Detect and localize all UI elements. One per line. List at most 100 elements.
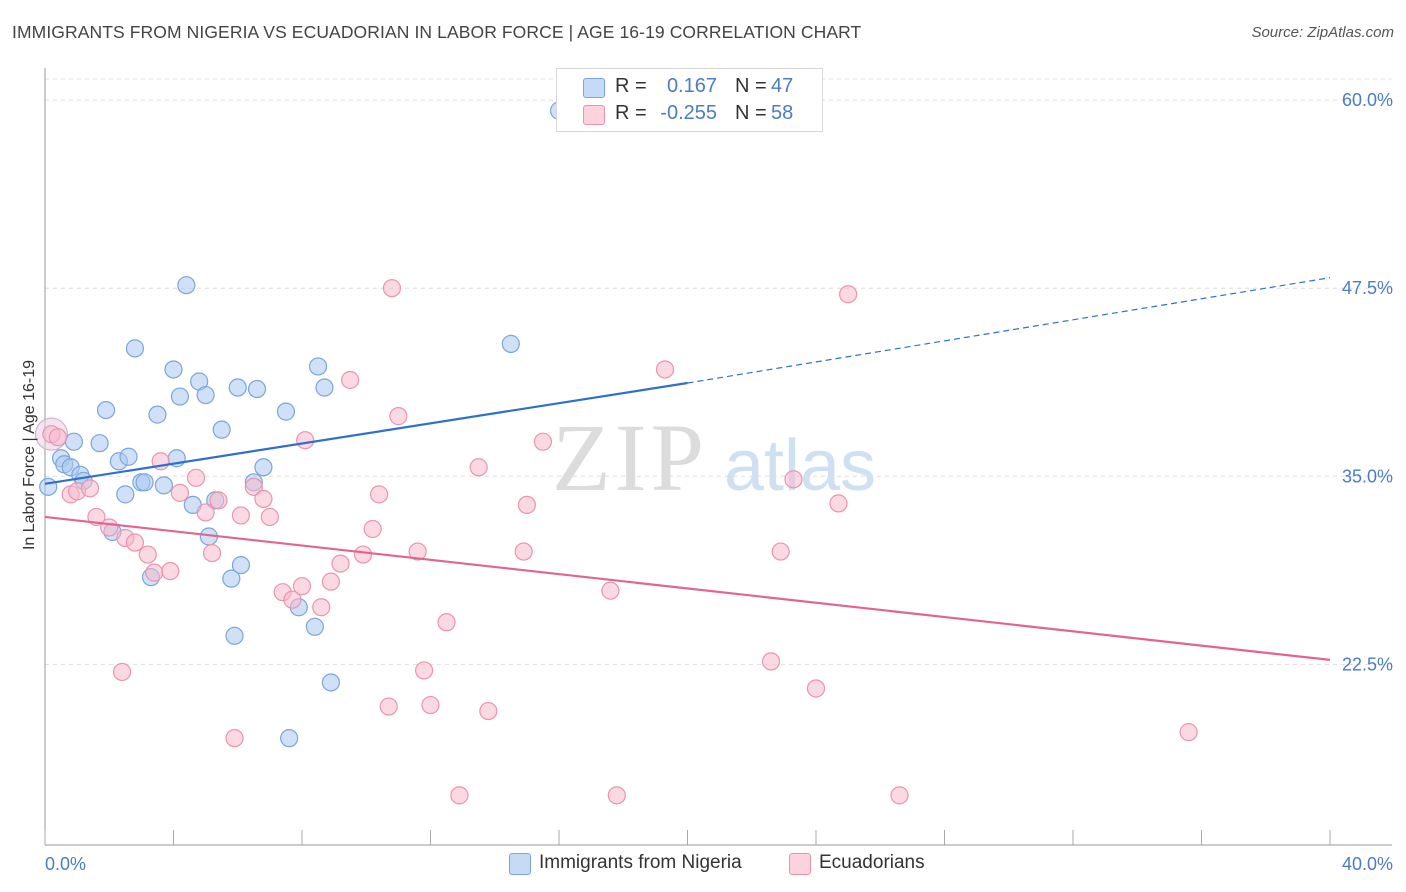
point-nigeria	[39, 477, 58, 496]
point-ecuadorian	[469, 458, 488, 477]
point-ecuadorian	[202, 543, 222, 563]
trend-lines	[44, 277, 1331, 661]
point-ecuadorian	[341, 370, 360, 390]
point-nigeria	[119, 447, 138, 466]
point-nigeria	[177, 276, 196, 295]
point-ecuadorian	[100, 518, 119, 537]
legend-row-nigeria: R = 0.167 N = 47	[557, 75, 822, 101]
x-tick-label: 0.0%	[45, 854, 86, 874]
point-nigeria	[321, 673, 341, 692]
point-nigeria	[212, 420, 231, 439]
point-ecuadorian	[771, 542, 790, 561]
point-ecuadorian	[370, 485, 389, 504]
point-nigeria	[116, 485, 135, 504]
point-ecuadorian	[379, 697, 398, 716]
point-ecuadorian	[363, 519, 382, 539]
series-label-nigeria: Immigrants from Nigeria	[539, 852, 742, 873]
legend-n-value: 58	[771, 102, 794, 124]
y-tick-label: 60.0%	[1342, 90, 1393, 110]
point-ecuadorian	[517, 495, 536, 515]
point-ecuadorian	[292, 577, 312, 596]
point-nigeria	[308, 357, 328, 376]
series-swatch-ecuadorians	[789, 853, 811, 875]
point-nigeria	[222, 569, 241, 588]
point-ecuadorian	[421, 695, 440, 715]
series-legend-nigeria: Immigrants from Nigeria	[509, 852, 769, 876]
watermark-zip: ZIP	[552, 404, 708, 511]
point-nigeria	[305, 617, 324, 636]
data-points	[34, 101, 1198, 805]
point-ecuadorian	[784, 470, 803, 489]
chart-title: IMMIGRANTS FROM NIGERIA VS ECUADORIAN IN…	[12, 22, 862, 42]
point-nigeria	[148, 405, 167, 424]
point-ecuadorian	[170, 483, 190, 502]
point-ecuadorian	[450, 786, 469, 805]
point-ecuadorian	[353, 545, 373, 564]
y-tick-label: 22.5%	[1342, 654, 1393, 674]
legend-swatch-ecuadorians	[583, 105, 605, 125]
point-nigeria	[135, 473, 154, 492]
point-nigeria	[154, 476, 173, 495]
point-ecuadorian	[209, 491, 228, 510]
y-axis-label: In Labor Force | Age 16-19	[21, 360, 38, 550]
series-label-ecuadorians: Ecuadorians	[819, 852, 925, 873]
point-ecuadorian	[283, 590, 302, 609]
point-ecuadorian	[437, 613, 456, 632]
trend-line-nigeria-projection	[687, 277, 1331, 384]
point-ecuadorian	[414, 661, 434, 680]
legend-n-label: N =	[735, 102, 767, 124]
point-ecuadorian	[225, 729, 244, 748]
point-ecuadorian	[231, 506, 251, 525]
point-nigeria	[231, 555, 251, 575]
point-ecuadorian	[890, 786, 909, 805]
y-tick-label: 47.5%	[1342, 278, 1393, 298]
point-ecuadorian	[655, 360, 675, 379]
point-nigeria	[164, 360, 183, 379]
gridlines	[45, 78, 1392, 665]
legend-r-label: R =	[615, 102, 647, 124]
axes	[44, 68, 1392, 846]
point-ecuadorian	[761, 652, 781, 671]
point-nigeria	[225, 626, 244, 645]
point-nigeria	[247, 379, 267, 399]
point-nigeria	[64, 432, 84, 451]
point-ecuadorian	[80, 479, 100, 498]
correlation-legend: R = 0.167 N = 47 R = -0.255 N = 58	[556, 68, 823, 132]
point-ecuadorian	[389, 407, 408, 426]
point-ecuadorian	[601, 581, 620, 600]
point-ecuadorian	[112, 662, 132, 682]
series-legend-ecuadorians: Ecuadorians	[789, 852, 949, 876]
trend-line-nigeria	[44, 381, 688, 485]
point-ecuadorian	[196, 503, 215, 522]
legend-swatch-nigeria	[583, 78, 605, 98]
point-nigeria	[228, 378, 247, 397]
point-ecuadorian	[839, 285, 858, 304]
point-nigeria	[170, 387, 190, 406]
legend-r-value: -0.255	[660, 102, 717, 124]
point-ecuadorian	[138, 545, 157, 564]
series-swatch-nigeria	[509, 853, 531, 875]
point-ecuadorian	[260, 507, 279, 527]
y-tick-label: 35.0%	[1342, 466, 1393, 486]
point-ecuadorian	[408, 542, 427, 561]
point-ecuadorian	[382, 279, 402, 298]
point-ecuadorian	[296, 431, 315, 450]
point-nigeria	[196, 385, 215, 405]
point-nigeria	[125, 339, 145, 358]
watermark-atlas: atlas	[724, 426, 876, 506]
source-credit: Source: ZipAtlas.com	[1251, 24, 1394, 41]
legend-r-label: R =	[615, 75, 647, 97]
point-nigeria	[501, 334, 520, 353]
point-nigeria	[280, 729, 299, 748]
point-nigeria	[90, 434, 109, 453]
point-nigeria	[254, 458, 273, 477]
point-ecuadorian	[479, 701, 498, 721]
trend-line-ecuadorians	[44, 515, 1331, 661]
point-ecuadorian	[607, 786, 626, 805]
point-nigeria	[315, 378, 334, 397]
point-ecuadorian	[145, 563, 164, 582]
point-ecuadorian	[331, 554, 350, 573]
legend-n-label: N =	[735, 75, 767, 97]
point-ecuadorian	[186, 468, 206, 487]
